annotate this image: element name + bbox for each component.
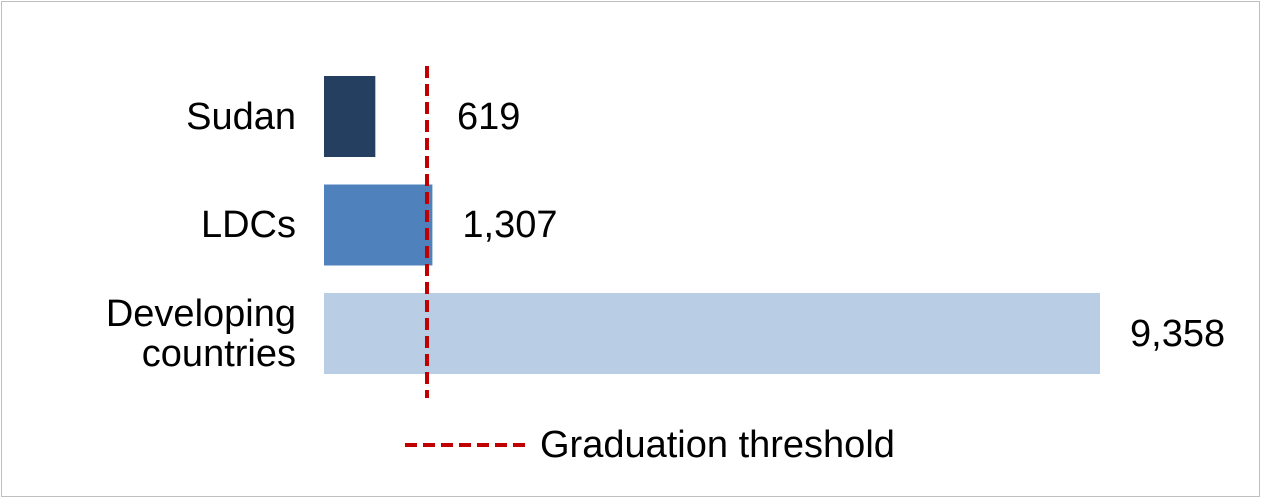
- category-label: Sudan: [186, 95, 296, 138]
- value-label: 1,307: [462, 204, 558, 246]
- category-label: Developing countries: [105, 292, 296, 375]
- value-label: 619: [456, 95, 521, 138]
- bar: [324, 76, 376, 157]
- bar: [324, 184, 433, 266]
- legend-label: Graduation threshold: [540, 424, 895, 466]
- bar: [324, 293, 1100, 374]
- value-label: 9,358: [1130, 312, 1226, 355]
- category-label: LDCs: [200, 204, 296, 246]
